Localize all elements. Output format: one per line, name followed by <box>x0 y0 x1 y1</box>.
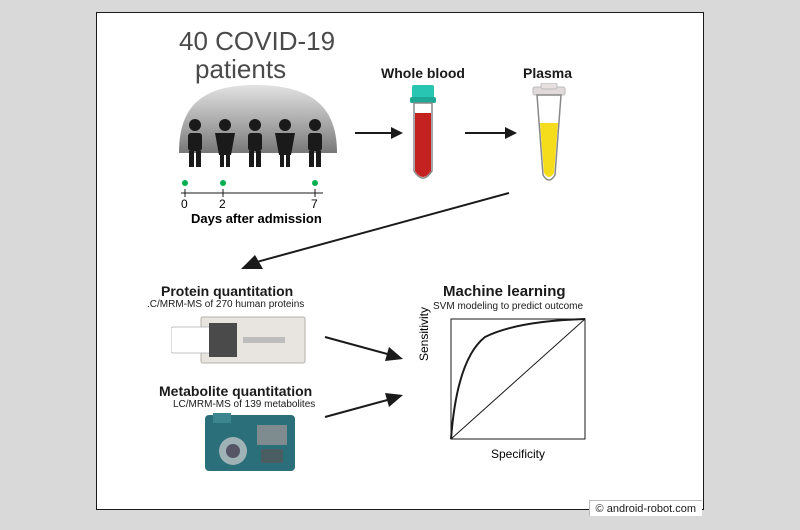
metabolite-device-icon <box>203 411 297 477</box>
patients-icon <box>169 79 341 173</box>
protein-device-icon <box>171 311 311 371</box>
arrow-icon <box>463 123 517 143</box>
metabolite-sub: LC/MRM-MS of 139 metabolites <box>173 399 315 410</box>
arrow-icon <box>237 189 517 275</box>
ml-heading: Machine learning <box>443 283 566 300</box>
diagram-content: 40 COVID-19 patients <box>97 13 703 509</box>
metabolite-heading: Metabolite quantitation <box>159 383 312 399</box>
ml-y-axis: Sensitivity <box>417 307 431 361</box>
arrow-icon <box>321 389 407 423</box>
credit-text: android-robot.com <box>589 500 702 516</box>
title-line1: 40 COVID-19 <box>179 27 335 56</box>
protein-heading: Protein quantitation <box>161 283 293 299</box>
plasma-tube-icon <box>529 83 569 187</box>
protein-sub: .C/MRM-MS of 270 human proteins <box>147 299 304 310</box>
ml-sub: SVM modeling to predict outcome <box>433 301 583 312</box>
tick-2: 2 <box>219 197 226 211</box>
roc-chart-icon <box>427 313 597 463</box>
arrow-icon <box>321 331 407 365</box>
blood-tube-icon <box>405 83 441 187</box>
ml-x-axis: Specificity <box>491 447 545 461</box>
diagram-frame: 40 COVID-19 patients <box>96 12 704 510</box>
whole-blood-label: Whole blood <box>381 65 465 81</box>
plasma-label: Plasma <box>523 65 572 81</box>
tick-0: 0 <box>181 197 188 211</box>
arrow-icon <box>353 123 403 143</box>
